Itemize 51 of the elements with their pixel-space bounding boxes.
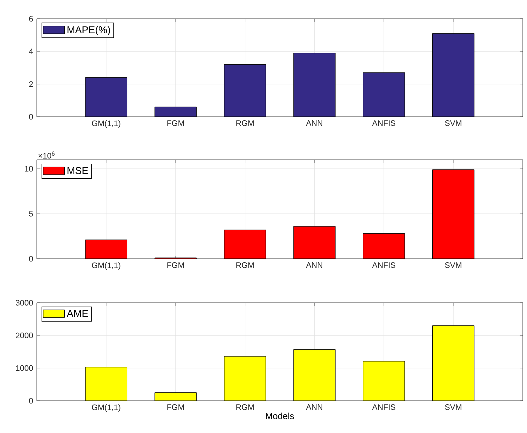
legend-label: AME	[67, 310, 88, 318]
y-tick-label: 3000	[16, 300, 34, 306]
x-axis-title: Models	[266, 412, 294, 420]
x-tick-label: SVM	[445, 120, 462, 126]
x-tick-label: RGM	[236, 262, 254, 268]
y-tick-label: 6	[29, 16, 34, 22]
bar	[154, 392, 197, 402]
y-tick-label: 0	[29, 398, 34, 404]
x-tick-label: FGM	[168, 262, 184, 268]
text: ×10$^{6}$	[38, 152, 55, 159]
bar	[432, 33, 475, 118]
x-tick-label: GM(1,1)	[92, 262, 121, 270]
x-tick-label: SVM	[445, 262, 462, 268]
x-tick-label: ANFIS	[372, 404, 396, 410]
bar	[363, 72, 406, 118]
x-tick-label: RGM	[236, 404, 254, 410]
bar	[85, 240, 128, 260]
x-tick-label: ANN	[306, 404, 323, 410]
x-tick-label: FGM	[168, 404, 184, 410]
bar	[224, 64, 266, 118]
y-tick-label: 2	[29, 82, 34, 88]
bar	[363, 361, 406, 402]
x-tick-label: ANFIS	[372, 262, 396, 268]
x-tick-label: ANN	[306, 120, 323, 126]
y-tick-label: 10	[25, 166, 34, 172]
bar	[224, 356, 266, 402]
x-tick-label: RGM	[236, 120, 254, 126]
y-tick-label: 0	[29, 114, 34, 120]
bar	[154, 106, 197, 118]
y-tick-label: 0	[29, 256, 34, 262]
bar	[294, 226, 336, 260]
legend-label: MSE	[68, 167, 88, 174]
x-tick-label: GM(1,1)	[92, 404, 121, 412]
y-tick-label: 5	[29, 211, 34, 217]
bar	[224, 230, 266, 260]
bar	[85, 367, 128, 402]
bar	[85, 78, 128, 118]
x-tick-label: GM(1,1)	[92, 120, 121, 128]
bar	[363, 234, 406, 260]
bar	[432, 326, 475, 402]
y-tick-label: 1000	[16, 365, 34, 372]
x-tick-label: ANN	[306, 262, 323, 268]
x-tick-label: FGM	[168, 120, 184, 126]
x-tick-label: SVM	[445, 404, 462, 410]
bar	[294, 349, 336, 402]
y-tick-label: 2000	[16, 332, 34, 338]
bar	[432, 170, 475, 260]
legend-label: MAPE(%)	[68, 26, 110, 36]
y-tick-label: 4	[29, 48, 34, 54]
bar	[294, 53, 336, 118]
x-tick-label: ANFIS	[372, 120, 396, 126]
